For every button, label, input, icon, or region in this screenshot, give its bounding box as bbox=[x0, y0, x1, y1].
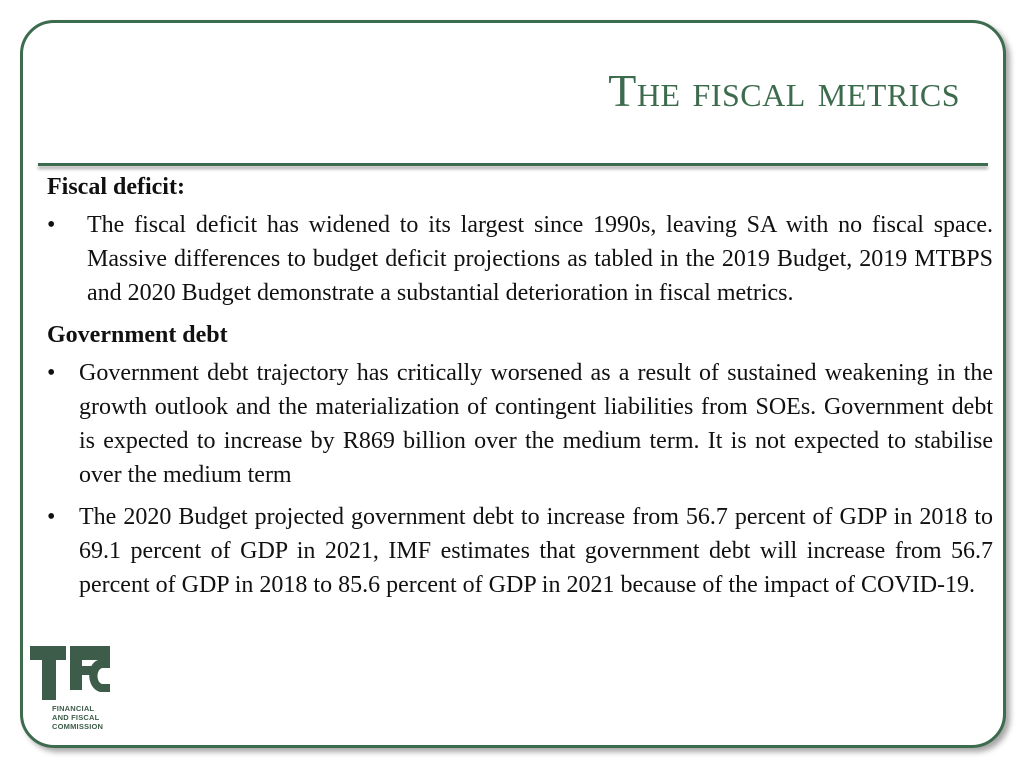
fiscal-deficit-bullets: • The fiscal deficit has widened to its … bbox=[47, 208, 993, 310]
list-item: • The fiscal deficit has widened to its … bbox=[47, 208, 993, 310]
list-item: • Government debt trajectory has critica… bbox=[47, 356, 993, 492]
bullet-text: The fiscal deficit has widened to its la… bbox=[87, 212, 993, 306]
list-item: • The 2020 Budget projected government d… bbox=[47, 500, 993, 602]
government-debt-bullets: • Government debt trajectory has critica… bbox=[47, 356, 993, 602]
bullet-icon: • bbox=[47, 504, 56, 530]
bullet-icon: • bbox=[47, 360, 56, 386]
logo-line-commission: COMMISSION bbox=[52, 722, 104, 731]
logo-text: FINANCIAL AND FISCAL COMMISSION bbox=[52, 704, 103, 731]
section-heading-fiscal-deficit: Fiscal deficit: bbox=[47, 174, 185, 200]
title-divider bbox=[38, 163, 988, 166]
ffc-logo-icon bbox=[30, 646, 110, 700]
bullet-text: Government debt trajectory has criticall… bbox=[79, 360, 993, 488]
bullet-icon: • bbox=[47, 212, 56, 238]
ffc-logo: FINANCIAL AND FISCAL COMMISSION bbox=[28, 644, 118, 740]
slide-content: Fiscal deficit: • The fiscal deficit has… bbox=[47, 170, 993, 610]
logo-line-financial: FINANCIAL bbox=[52, 704, 95, 713]
slide-title: The fiscal metrics bbox=[608, 65, 960, 116]
logo-line-and-fiscal: AND FISCAL bbox=[52, 713, 100, 722]
section-heading-government-debt: Government debt bbox=[47, 322, 228, 348]
bullet-text: The 2020 Budget projected government deb… bbox=[79, 504, 993, 598]
slide-frame bbox=[20, 20, 1006, 748]
